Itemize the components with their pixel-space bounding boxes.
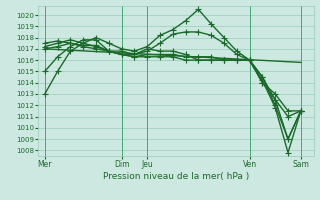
X-axis label: Pression niveau de la mer( hPa ): Pression niveau de la mer( hPa ) — [103, 172, 249, 181]
